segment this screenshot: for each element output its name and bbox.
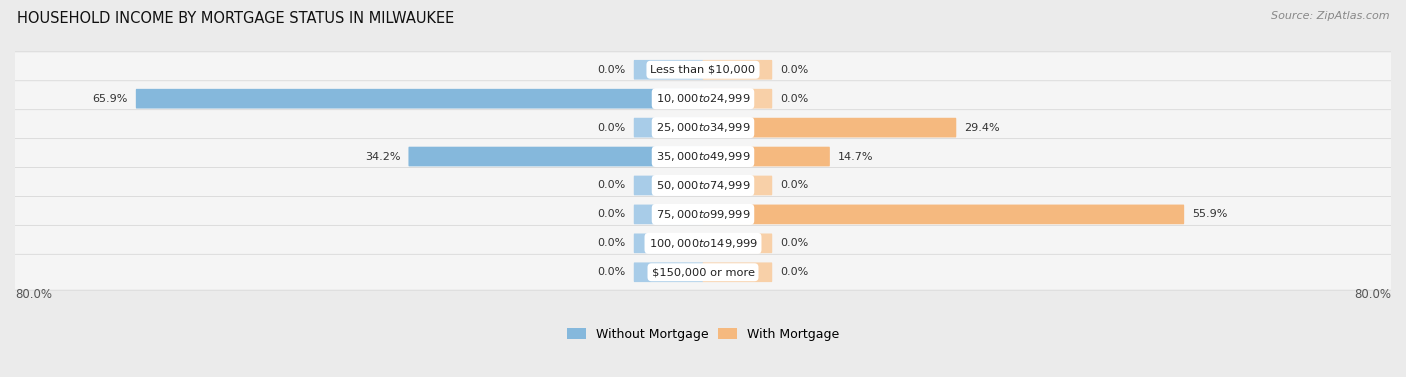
Text: HOUSEHOLD INCOME BY MORTGAGE STATUS IN MILWAUKEE: HOUSEHOLD INCOME BY MORTGAGE STATUS IN M… <box>17 11 454 26</box>
Text: 0.0%: 0.0% <box>598 65 626 75</box>
FancyBboxPatch shape <box>4 110 1402 146</box>
FancyBboxPatch shape <box>4 196 1402 232</box>
FancyBboxPatch shape <box>4 254 1402 290</box>
FancyBboxPatch shape <box>634 118 703 138</box>
FancyBboxPatch shape <box>703 60 772 80</box>
Text: 65.9%: 65.9% <box>93 93 128 104</box>
Text: 0.0%: 0.0% <box>598 181 626 190</box>
FancyBboxPatch shape <box>703 89 772 109</box>
Legend: Without Mortgage, With Mortgage: Without Mortgage, With Mortgage <box>562 323 844 346</box>
Text: $150,000 or more: $150,000 or more <box>651 267 755 277</box>
Text: 14.7%: 14.7% <box>838 152 873 161</box>
Text: $100,000 to $149,999: $100,000 to $149,999 <box>648 237 758 250</box>
FancyBboxPatch shape <box>634 60 703 80</box>
FancyBboxPatch shape <box>703 176 772 195</box>
Text: 0.0%: 0.0% <box>780 238 808 248</box>
FancyBboxPatch shape <box>634 233 703 253</box>
Text: 0.0%: 0.0% <box>780 65 808 75</box>
FancyBboxPatch shape <box>136 89 703 109</box>
Text: 0.0%: 0.0% <box>598 123 626 133</box>
Text: 0.0%: 0.0% <box>598 267 626 277</box>
Text: Less than $10,000: Less than $10,000 <box>651 65 755 75</box>
FancyBboxPatch shape <box>4 167 1402 204</box>
FancyBboxPatch shape <box>634 205 703 224</box>
Text: 29.4%: 29.4% <box>965 123 1000 133</box>
FancyBboxPatch shape <box>703 205 1184 224</box>
Text: 80.0%: 80.0% <box>1354 288 1391 301</box>
FancyBboxPatch shape <box>703 147 830 166</box>
Text: 0.0%: 0.0% <box>780 181 808 190</box>
FancyBboxPatch shape <box>703 233 772 253</box>
FancyBboxPatch shape <box>634 262 703 282</box>
FancyBboxPatch shape <box>703 262 772 282</box>
FancyBboxPatch shape <box>409 147 703 166</box>
Text: $10,000 to $24,999: $10,000 to $24,999 <box>655 92 751 105</box>
Text: $75,000 to $99,999: $75,000 to $99,999 <box>655 208 751 221</box>
FancyBboxPatch shape <box>634 176 703 195</box>
Text: Source: ZipAtlas.com: Source: ZipAtlas.com <box>1271 11 1389 21</box>
FancyBboxPatch shape <box>4 81 1402 116</box>
Text: 0.0%: 0.0% <box>598 238 626 248</box>
FancyBboxPatch shape <box>4 225 1402 261</box>
Text: 55.9%: 55.9% <box>1192 209 1227 219</box>
Text: 0.0%: 0.0% <box>598 209 626 219</box>
Text: $25,000 to $34,999: $25,000 to $34,999 <box>655 121 751 134</box>
Text: 34.2%: 34.2% <box>364 152 401 161</box>
Text: 0.0%: 0.0% <box>780 93 808 104</box>
Text: 80.0%: 80.0% <box>15 288 52 301</box>
FancyBboxPatch shape <box>4 52 1402 88</box>
FancyBboxPatch shape <box>703 118 956 138</box>
Text: $50,000 to $74,999: $50,000 to $74,999 <box>655 179 751 192</box>
Text: 0.0%: 0.0% <box>780 267 808 277</box>
Text: $35,000 to $49,999: $35,000 to $49,999 <box>655 150 751 163</box>
FancyBboxPatch shape <box>4 139 1402 175</box>
